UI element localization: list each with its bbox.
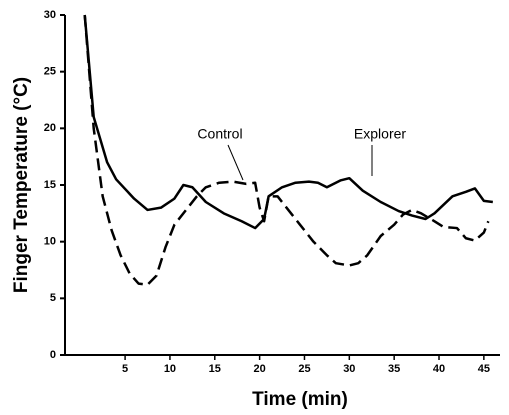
y-tick-label: 30 (44, 9, 56, 21)
y-tick-label: 10 (44, 236, 56, 248)
annotation: Control (197, 126, 242, 142)
y-tick-label: 5 (50, 292, 56, 304)
x-tick-label: 30 (343, 363, 355, 375)
x-tick-label: 40 (433, 363, 445, 375)
y-tick-label: 0 (50, 349, 56, 361)
y-tick-label: 25 (44, 66, 56, 78)
x-tick-label: 45 (478, 363, 490, 375)
line-series (83, 14, 493, 230)
x-tick-label: 10 (164, 363, 176, 375)
y-tick-label: 20 (44, 122, 56, 134)
annotation: Explorer (354, 126, 406, 142)
y-axis-title: Finger Temperature (°C) (11, 77, 32, 293)
y-tick-label: 15 (44, 179, 56, 191)
x-tick-label: 35 (388, 363, 400, 375)
x-tick-label: 20 (254, 363, 266, 375)
x-axis-title: Time (min) (252, 389, 348, 410)
x-tick-label: 15 (209, 363, 221, 375)
line-series (83, 14, 490, 286)
leader-line (227, 144, 244, 181)
x-tick-label: 25 (298, 363, 310, 375)
x-tick-label: 5 (122, 363, 128, 375)
